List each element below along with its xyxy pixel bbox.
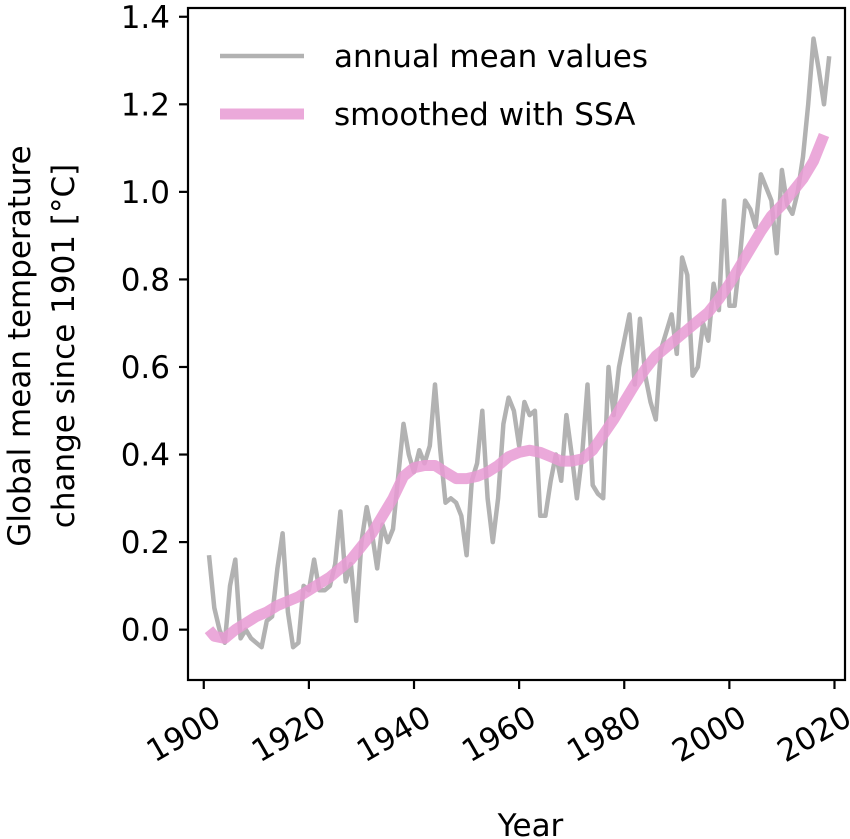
y-tick-label: 0.8	[121, 262, 170, 298]
y-axis-label-line-1: Global mean temperature	[2, 145, 38, 546]
y-tick-label: 0.0	[121, 613, 170, 649]
x-tick-label: 2020	[771, 699, 850, 770]
y-axis-label-line-2: change since 1901 [°C]	[46, 164, 82, 528]
legend-label-1: annual mean values	[334, 39, 648, 75]
series-line-1	[206, 36, 832, 650]
y-tick-label: 0.2	[121, 525, 170, 561]
axes-frame	[186, 6, 847, 682]
x-tick-label: 1940	[351, 699, 437, 770]
x-tick-label: 1980	[561, 699, 647, 770]
legend-label-2: smoothed with SSA	[334, 97, 635, 133]
y-tick-label: 0.6	[121, 350, 170, 386]
y-tick-label: 1.4	[121, 0, 170, 36]
plot-area	[186, 6, 847, 682]
y-tick-label: 1.2	[121, 87, 170, 123]
legend: annual mean values smoothed with SSA	[220, 39, 648, 133]
x-axis: 1900 1920 1940 1960 1980 2000 2020	[141, 680, 850, 770]
x-tick-label: 2000	[666, 699, 752, 770]
x-tick-label: 1960	[456, 699, 542, 770]
y-tick-label: 1.0	[121, 175, 170, 211]
y-axis: 0.0 0.2 0.4 0.6 0.8 1.0 1.2 1.4	[121, 0, 188, 649]
axis-labels: Year Global mean temperature change since …	[2, 145, 564, 839]
series-line-2	[204, 132, 830, 644]
x-tick-label: 1920	[246, 699, 332, 770]
x-tick-label: 1900	[141, 699, 227, 770]
y-tick-label: 0.4	[121, 438, 170, 474]
x-axis-label: Year	[497, 808, 564, 839]
